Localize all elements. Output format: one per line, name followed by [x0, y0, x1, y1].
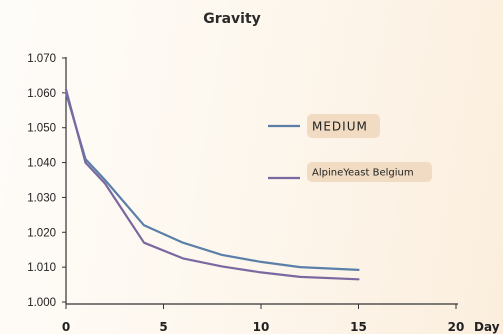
y-tick-label: 1.060 [27, 88, 56, 100]
y-tick-label: 1.020 [27, 227, 56, 239]
x-axis-label: Day [474, 320, 500, 334]
y-tick-label: 1.040 [27, 158, 56, 170]
legend-label-1: MEDIUM [312, 119, 368, 133]
chart-title: Gravity [203, 11, 261, 27]
legend: MEDIUM AlpineYeast Belgium [268, 114, 432, 182]
series-lines [64, 88, 360, 281]
y-tick-label: 1.000 [27, 297, 56, 309]
y-tick-label: 1.050 [27, 123, 56, 135]
x-tick-label: 10 [253, 320, 270, 334]
x-tick-label: 15 [350, 320, 367, 334]
legend-label-2: AlpineYeast Belgium [312, 168, 414, 179]
y-axis-ticks: 1.000 1.010 1.020 1.030 1.040 1.050 1.060 1.070 [27, 53, 66, 309]
y-tick-label: 1.070 [27, 53, 56, 65]
legend-label-box [307, 162, 432, 182]
series-line-1 [64, 91, 360, 271]
y-tick-label: 1.010 [27, 262, 56, 274]
y-tick-label: 1.030 [27, 192, 56, 204]
series-line-2 [64, 88, 360, 281]
x-tick-label: 0 [62, 320, 70, 334]
x-axis-ticks: 0 5 10 15 20 [62, 304, 465, 334]
legend-label-box [307, 114, 380, 138]
x-tick-label: 5 [159, 320, 167, 334]
x-tick-label: 20 [448, 320, 465, 334]
